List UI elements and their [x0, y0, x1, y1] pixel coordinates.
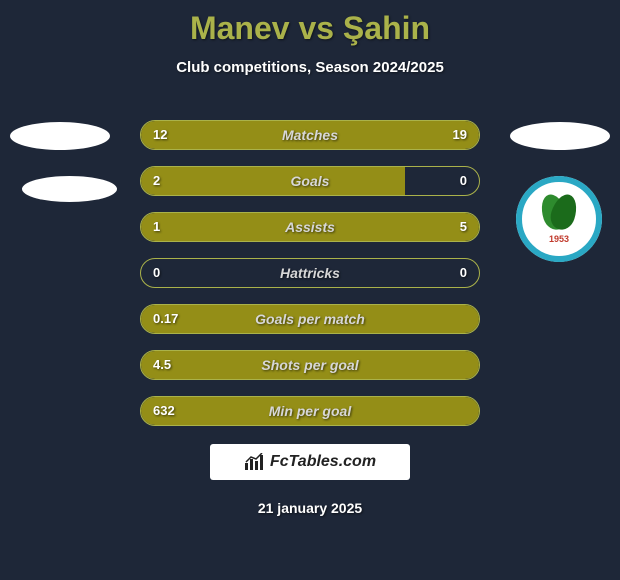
stat-value-right: 0 — [460, 167, 467, 195]
stat-row-hattricks: 0 Hattricks 0 — [140, 258, 480, 288]
bar-chart-icon — [244, 453, 266, 471]
club-left-badge-placeholder — [22, 176, 117, 202]
stat-value-right: 0 — [460, 259, 467, 287]
player-left-avatar-placeholder — [10, 122, 110, 150]
stat-row-goals: 2 Goals 0 — [140, 166, 480, 196]
stat-label: Hattricks — [141, 259, 479, 287]
stat-row-min-per-goal: 632 Min per goal — [140, 396, 480, 426]
player-right-avatar-placeholder — [510, 122, 610, 150]
stat-row-matches: 12 Matches 19 — [140, 120, 480, 150]
stat-row-shots-per-goal: 4.5 Shots per goal — [140, 350, 480, 380]
stat-row-goals-per-match: 0.17 Goals per match — [140, 304, 480, 334]
brand-box: FcTables.com — [210, 444, 410, 480]
stat-label: Assists — [141, 213, 479, 241]
page-title: Manev vs Şahin — [0, 0, 620, 47]
stat-value-right: 5 — [460, 213, 467, 241]
club-right-badge: 1953 — [516, 176, 602, 262]
stat-row-assists: 1 Assists 5 — [140, 212, 480, 242]
stat-label: Min per goal — [141, 397, 479, 425]
stat-label: Goals — [141, 167, 479, 195]
comparison-stats: 12 Matches 19 2 Goals 0 1 Assists 5 0 Ha… — [140, 120, 480, 442]
stat-value-right: 19 — [453, 121, 467, 149]
tea-leaf-icon — [540, 194, 578, 232]
footer-date: 21 january 2025 — [0, 500, 620, 516]
page-subtitle: Club competitions, Season 2024/2025 — [0, 59, 620, 76]
stat-label: Matches — [141, 121, 479, 149]
club-badge-year: 1953 — [549, 234, 569, 244]
brand-text: FcTables.com — [270, 453, 376, 471]
club-badge-ring: 1953 — [516, 176, 602, 262]
stat-label: Shots per goal — [141, 351, 479, 379]
stat-label: Goals per match — [141, 305, 479, 333]
